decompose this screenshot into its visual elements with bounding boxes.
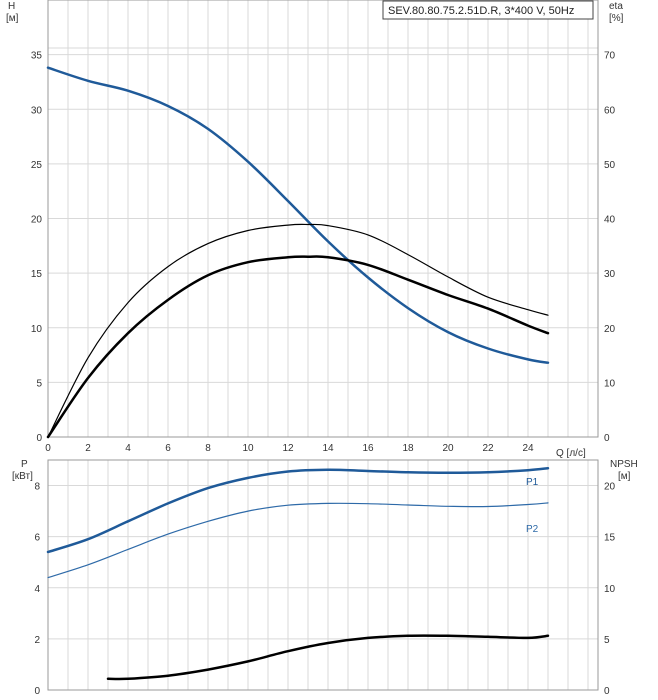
plot-frame-bottom bbox=[47, 459, 599, 691]
y-tick-label-eta: 70 bbox=[604, 51, 616, 62]
x-tick-label: 2 bbox=[85, 443, 91, 454]
tick-labels: 0 2 4 6 8 10 12 14 16 18 20 22 240510152025303501020… bbox=[31, 51, 616, 697]
y-axis-label-power: P [кВт] bbox=[12, 459, 33, 482]
y-tick-label-eta: 10 bbox=[604, 378, 616, 389]
y-tick-label-eta: 40 bbox=[604, 215, 616, 226]
x-tick-label: 14 bbox=[322, 443, 334, 454]
y-tick-label-head: 10 bbox=[31, 324, 43, 335]
y-tick-label-head: 35 bbox=[31, 51, 43, 62]
y-tick-label-head: 0 bbox=[36, 433, 42, 444]
x-tick-label: 16 bbox=[362, 443, 374, 454]
plot-frame-top bbox=[47, 0, 599, 438]
title-box bbox=[382, 0, 594, 20]
y-tick-label-power: 6 bbox=[34, 533, 40, 544]
curve-eta-total bbox=[46, 255, 550, 439]
y-tick-label-head: 15 bbox=[31, 269, 43, 280]
series-label-p2: P2 bbox=[526, 524, 539, 535]
y-tick-label-head: 25 bbox=[31, 160, 43, 171]
plot-frames bbox=[47, 0, 599, 691]
x-tick-label: 6 bbox=[165, 443, 171, 454]
y-tick-label-eta: 50 bbox=[604, 160, 616, 171]
curve-p2 bbox=[47, 502, 549, 579]
y-tick-label-eta: 0 bbox=[604, 433, 610, 444]
series-label-p1: P1 bbox=[526, 477, 539, 488]
y-axis-label-eta: eta [%] bbox=[609, 1, 624, 24]
y-tick-label-npsh: 5 bbox=[604, 635, 610, 646]
y-tick-label-npsh: 0 bbox=[604, 686, 610, 697]
y-tick-label-eta: 60 bbox=[604, 105, 616, 116]
y-tick-label-head: 5 bbox=[36, 378, 42, 389]
x-tick-label: 24 bbox=[522, 443, 534, 454]
y-tick-label-power: 4 bbox=[34, 584, 40, 595]
y-tick-label-npsh: 20 bbox=[604, 482, 616, 493]
x-tick-label: 22 bbox=[482, 443, 494, 454]
y-tick-label-power: 2 bbox=[34, 635, 40, 646]
x-tick-label: 8 bbox=[205, 443, 211, 454]
curve-eta-pump bbox=[47, 223, 549, 438]
curve-npsh bbox=[106, 634, 550, 681]
x-tick-label: 12 bbox=[282, 443, 294, 454]
y-tick-label-head: 20 bbox=[31, 215, 43, 226]
y-tick-label-eta: 20 bbox=[604, 324, 616, 335]
y-tick-label-head: 30 bbox=[31, 105, 43, 116]
x-tick-label: 10 bbox=[242, 443, 254, 454]
chart-title: SEV.80.80.75.2.51D.R, 3*400 V, 50Hz bbox=[388, 5, 574, 17]
y-axis-label-npsh: NPSH [м] bbox=[610, 459, 638, 482]
x-tick-label: 4 bbox=[125, 443, 131, 454]
y-tick-label-npsh: 10 bbox=[604, 584, 616, 595]
y-tick-label-eta: 30 bbox=[604, 269, 616, 280]
curve-head bbox=[46, 66, 550, 364]
curve-p1 bbox=[46, 466, 550, 554]
y-tick-label-npsh: 15 bbox=[604, 533, 616, 544]
y-axis-label-head: H [м] bbox=[6, 1, 19, 24]
x-tick-label: 20 bbox=[442, 443, 454, 454]
data-series bbox=[46, 66, 550, 681]
x-tick-label: 18 bbox=[402, 443, 414, 454]
y-tick-label-power: 8 bbox=[34, 482, 40, 493]
y-tick-label-power: 0 bbox=[34, 686, 40, 697]
x-axis-label-q: Q [л/с] bbox=[556, 448, 586, 459]
grid-lines bbox=[47, 0, 598, 691]
x-tick-label: 0 bbox=[45, 443, 51, 454]
